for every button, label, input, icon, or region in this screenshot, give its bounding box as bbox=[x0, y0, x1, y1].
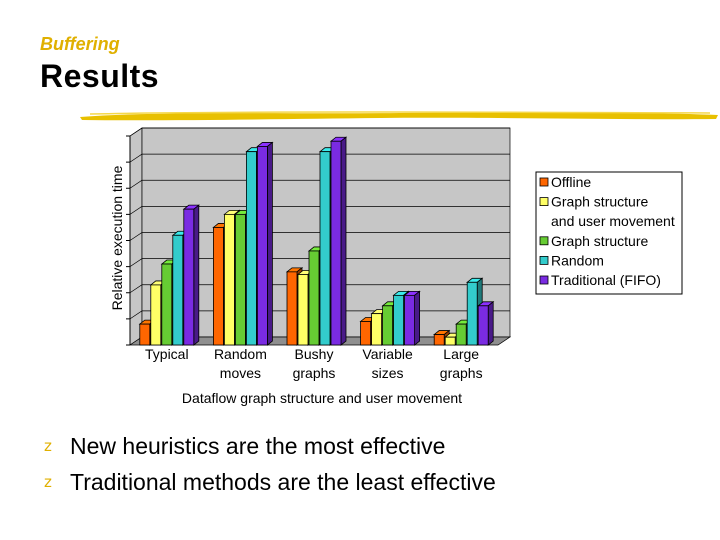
legend-label: and user movement bbox=[551, 213, 675, 229]
gridline bbox=[129, 127, 510, 137]
x-tick-label: Large graphs bbox=[440, 346, 483, 381]
bullet-item: z New heuristics are the most effective bbox=[44, 428, 496, 464]
bar-front bbox=[444, 336, 456, 346]
x-tick-labels: Typical Random moves Bushy graphs Variable siz… bbox=[145, 346, 483, 381]
gridline bbox=[129, 258, 510, 267]
bars bbox=[138, 136, 495, 346]
bar-front bbox=[223, 213, 235, 346]
x-tick-label: Variable sizes bbox=[362, 346, 413, 381]
legend-label: Graph structure bbox=[551, 233, 648, 249]
bar-front bbox=[382, 305, 394, 346]
legend-swatch bbox=[539, 236, 549, 246]
gridline bbox=[129, 284, 510, 294]
legend-swatch bbox=[539, 197, 549, 207]
bar-front bbox=[308, 250, 320, 346]
bar-front bbox=[150, 284, 162, 346]
bar-traditional-fifo- bbox=[477, 300, 495, 346]
bar-side bbox=[414, 290, 421, 346]
bar-front bbox=[297, 274, 309, 346]
bar-front bbox=[360, 321, 372, 346]
x-tick-label: Bushy graphs bbox=[293, 346, 336, 381]
bullet-text: New heuristics are the most effective bbox=[70, 432, 446, 459]
bar-side bbox=[487, 300, 494, 346]
bar-front bbox=[256, 146, 268, 346]
slide-title: Results bbox=[40, 58, 160, 94]
bar-side bbox=[193, 204, 200, 346]
bar-front bbox=[477, 305, 489, 346]
bar-side bbox=[266, 141, 273, 346]
grid-lines bbox=[129, 127, 510, 320]
bullet-text: Traditional methods are the least effect… bbox=[70, 468, 496, 495]
x-axis-label: Dataflow graph structure and user moveme… bbox=[182, 390, 462, 406]
bar-side bbox=[340, 136, 347, 346]
bar-front bbox=[139, 323, 151, 346]
legend-label: Random bbox=[551, 252, 604, 268]
gridline bbox=[129, 179, 510, 189]
bar-front bbox=[404, 294, 416, 346]
legend-box bbox=[535, 171, 683, 295]
gridline bbox=[129, 206, 510, 215]
bar-front bbox=[172, 234, 184, 346]
bar-front bbox=[455, 323, 467, 346]
legend-label: Offline bbox=[551, 174, 591, 190]
section-kicker: Buffering bbox=[40, 34, 120, 54]
bar-front bbox=[245, 151, 257, 346]
bar-traditional-fifo- bbox=[256, 141, 274, 346]
bar-front bbox=[393, 294, 405, 346]
legend: Offline Graph structure and user movement G… bbox=[535, 171, 683, 295]
legend-swatch bbox=[539, 255, 549, 265]
bullet-item: z Traditional methods are the least effe… bbox=[44, 464, 496, 500]
bar-front bbox=[330, 140, 342, 346]
bullet-icon: z bbox=[44, 473, 52, 491]
gridline bbox=[129, 232, 510, 241]
legend-label: Graph structure bbox=[551, 194, 648, 210]
bar-front bbox=[212, 227, 224, 346]
bar-front bbox=[466, 281, 478, 346]
bar-front bbox=[371, 313, 383, 346]
bullet-list: z New heuristics are the most effective … bbox=[44, 428, 496, 500]
bar-front bbox=[234, 213, 246, 346]
bar-chart: Typical Random moves Bushy graphs Variable siz… bbox=[109, 127, 683, 406]
bar-traditional-fifo- bbox=[403, 290, 421, 346]
bar-front bbox=[433, 334, 445, 346]
gridline bbox=[129, 153, 510, 163]
legend-swatch bbox=[539, 177, 549, 187]
bar-front bbox=[319, 151, 331, 346]
y-axis-label: Relative execution time bbox=[109, 165, 125, 310]
bullet-icon: z bbox=[44, 437, 52, 455]
legend-label: Traditional (FIFO) bbox=[551, 272, 661, 288]
bar-front bbox=[183, 208, 195, 346]
bar-front bbox=[286, 271, 298, 346]
bar-front bbox=[161, 263, 173, 346]
bar-traditional-fifo- bbox=[329, 136, 348, 346]
x-tick-label: Typical bbox=[145, 346, 189, 362]
legend-swatch bbox=[539, 275, 549, 285]
bar-traditional-fifo- bbox=[182, 204, 200, 346]
title-underline bbox=[80, 111, 718, 121]
x-tick-label: Random moves bbox=[214, 346, 267, 381]
